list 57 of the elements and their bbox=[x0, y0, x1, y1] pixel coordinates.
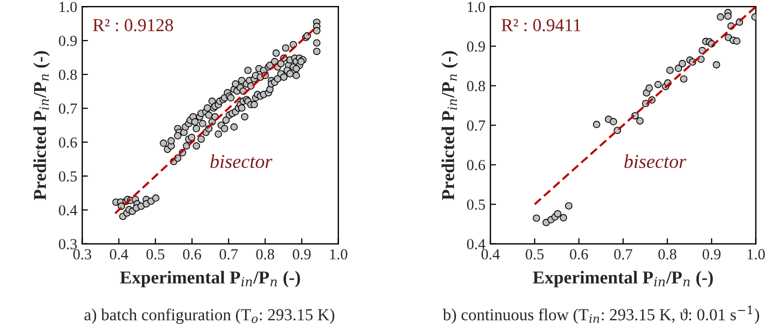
x-axis-title: Experimental P$_{in}$/P$_{n}$ (-) bbox=[532, 270, 713, 288]
x-tick-label: 0.7 bbox=[614, 249, 632, 260]
x-tick-label: 1.0 bbox=[748, 249, 765, 260]
y-tick-label: 0.4 bbox=[467, 238, 486, 250]
annotation: bisector bbox=[210, 154, 272, 168]
y-tick-label: 0.7 bbox=[58, 103, 77, 114]
point bbox=[666, 66, 674, 74]
y-tick-label: 0.9 bbox=[58, 36, 77, 46]
point bbox=[733, 37, 740, 45]
point bbox=[565, 202, 572, 210]
point bbox=[680, 75, 688, 83]
y-tick-label: 0.9 bbox=[467, 41, 485, 52]
point bbox=[712, 61, 720, 68]
x-tick-label: 0.4 bbox=[481, 249, 500, 260]
annotation: R² : 0.9411 bbox=[502, 19, 580, 32]
annotation: R² : 0.9128 bbox=[93, 19, 173, 32]
point bbox=[654, 80, 662, 88]
point bbox=[674, 64, 682, 72]
point bbox=[560, 214, 568, 222]
x-tick-label: 0.6 bbox=[183, 249, 202, 260]
y-tick-label: 0.4 bbox=[58, 205, 78, 216]
y-tick-label: 0.8 bbox=[58, 70, 77, 80]
x-axis-title: Experimental P$_{in}$/P$_{n}$ (-) bbox=[120, 270, 300, 288]
y-tick-label: 0.8 bbox=[467, 80, 485, 92]
y-axis-title: Predicted P$_{in}$/P$_{n}$ (-) bbox=[442, 51, 458, 200]
x-tick-label: 0.8 bbox=[658, 249, 676, 260]
point bbox=[554, 210, 562, 218]
x-tick-label: 0.9 bbox=[292, 249, 311, 260]
point bbox=[636, 117, 644, 125]
x-tick-label: 1.0 bbox=[330, 249, 348, 260]
point bbox=[610, 118, 618, 126]
point bbox=[724, 12, 732, 20]
text: a) batch configuration (T$_{o}$: 293.15 K) bbox=[84, 308, 334, 324]
y-tick-label: 0.7 bbox=[467, 120, 486, 131]
y-tick-label: 0.3 bbox=[58, 238, 77, 250]
y-tick-label: 1.0 bbox=[468, 2, 485, 12]
point bbox=[716, 13, 724, 21]
point bbox=[646, 84, 653, 92]
x-tick-label: 0.4 bbox=[110, 249, 128, 260]
y-tick-label: 1.0 bbox=[60, 2, 77, 12]
x-tick-label: 0.7 bbox=[220, 249, 238, 260]
annotation: bisector bbox=[624, 154, 686, 168]
text: b) continuous flow (T$_{in}$: 293.15 K, ϑ: 0.01 s$^{−1}$) bbox=[442, 305, 760, 324]
y-tick-label: 0.6 bbox=[467, 160, 486, 170]
point bbox=[678, 60, 686, 68]
x-tick-label: 0.3 bbox=[73, 249, 92, 260]
y-tick-label: 0.5 bbox=[467, 199, 485, 210]
x-tick-label: 0.9 bbox=[702, 249, 721, 260]
y-tick-label: 0.5 bbox=[58, 171, 77, 182]
point bbox=[532, 214, 540, 222]
x-tick-label: 0.6 bbox=[570, 249, 588, 260]
y-axis-title: Predicted P$_{in}$/P$_{n}$ (-) bbox=[33, 51, 50, 200]
y-tick-label: 0.6 bbox=[58, 137, 77, 148]
x-tick-label: 0.5 bbox=[526, 249, 544, 260]
x-tick-label: 0.8 bbox=[256, 249, 274, 260]
x-tick-label: 0.5 bbox=[146, 249, 164, 260]
point bbox=[592, 120, 600, 128]
